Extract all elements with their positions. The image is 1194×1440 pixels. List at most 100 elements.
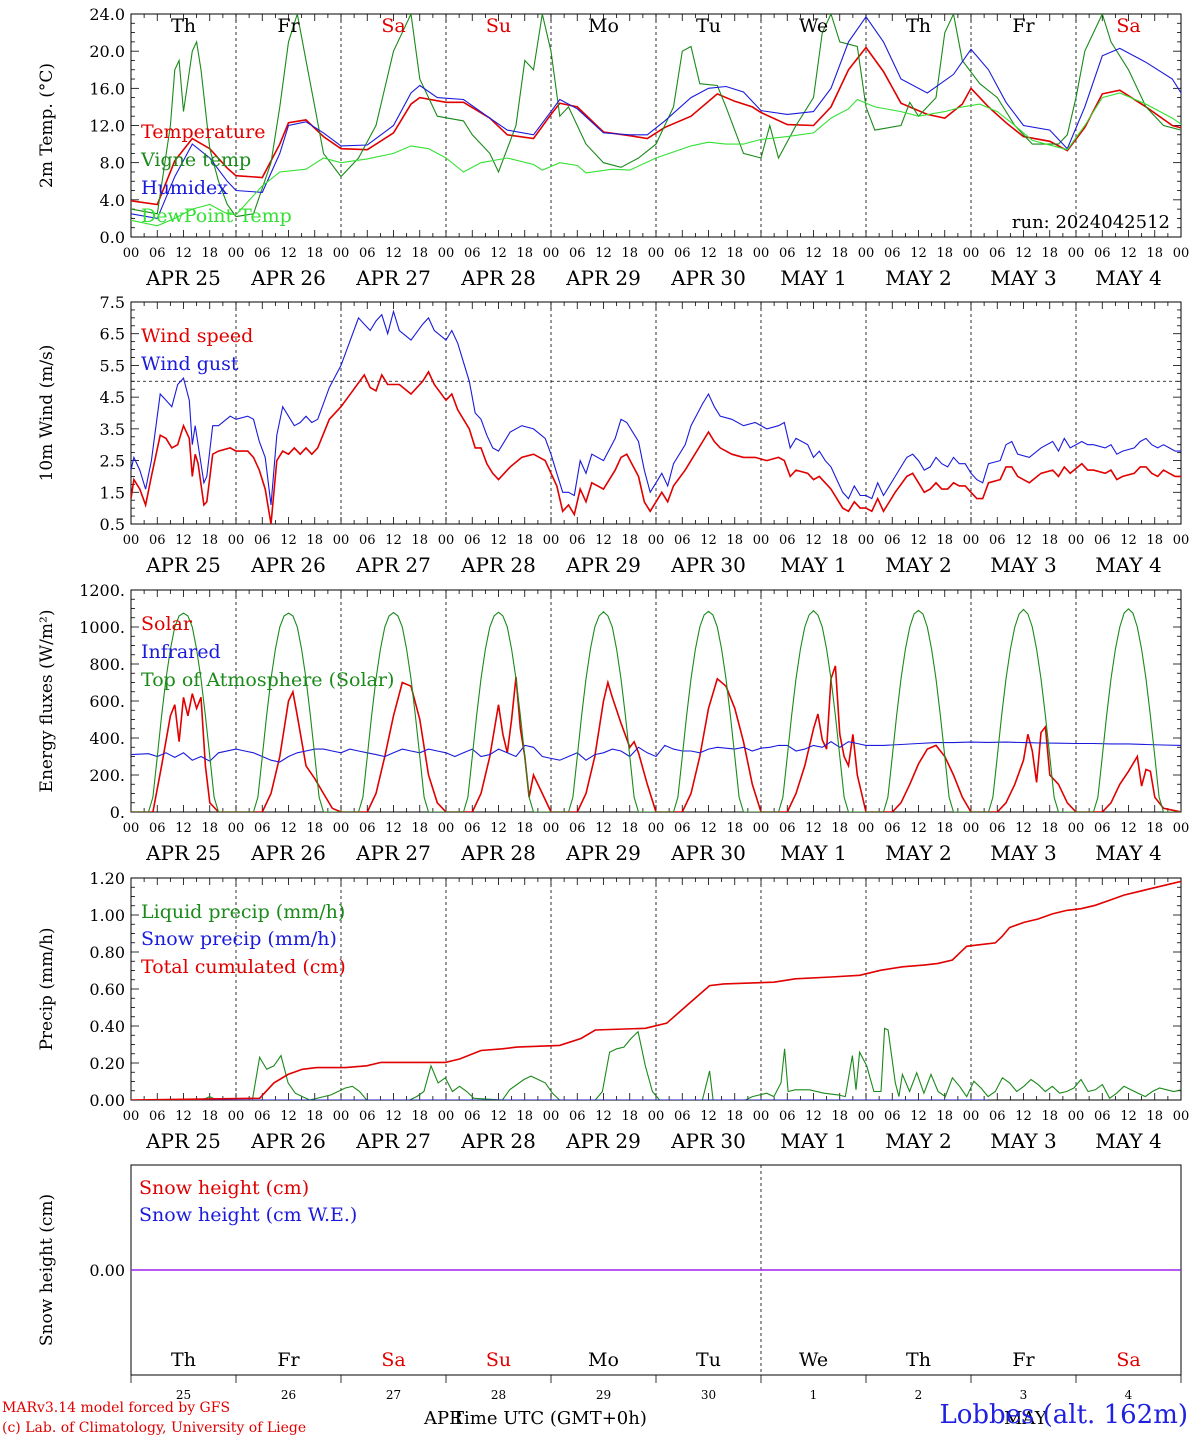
hour-tick-label: 00 — [1068, 821, 1085, 836]
y-tick-label: 1200. — [79, 581, 125, 600]
hour-tick-label: 18 — [726, 533, 743, 548]
date-label: MAY 3 — [990, 553, 1056, 577]
date-label: MAY 2 — [885, 841, 951, 865]
hour-tick-label: 12 — [490, 246, 507, 261]
legend-entry: Snow height (cm W.E.) — [139, 1204, 357, 1226]
series-line-red — [131, 46, 1181, 206]
hour-tick-label: 06 — [149, 246, 166, 261]
hour-tick-label: 12 — [280, 246, 297, 261]
hour-tick-label: 00 — [648, 1109, 665, 1124]
hour-tick-label: 06 — [359, 821, 376, 836]
series-line-blue — [131, 15, 1181, 220]
hour-tick-label: 18 — [936, 246, 953, 261]
hour-tick-label: 12 — [280, 1109, 297, 1124]
date-label: APR 30 — [670, 553, 746, 577]
date-label: APR 27 — [355, 266, 431, 290]
hour-tick-label: 12 — [700, 1109, 717, 1124]
series-line-red — [131, 880, 1181, 1100]
hour-tick-label: 12 — [595, 533, 612, 548]
date-label: APR 29 — [565, 1129, 641, 1153]
hour-tick-label: 12 — [385, 821, 402, 836]
hour-tick-label: 06 — [464, 1109, 481, 1124]
hour-tick-label: 00 — [1173, 821, 1190, 836]
legend-entry: Total cumulated (cm) — [141, 956, 346, 978]
station-label: Lobbes (alt. 162m) — [939, 1400, 1188, 1430]
hour-tick-label: 18 — [306, 533, 323, 548]
hour-tick-label: 06 — [1094, 533, 1111, 548]
hour-tick-label: 00 — [1068, 1109, 1085, 1124]
hour-tick-label: 18 — [1041, 246, 1058, 261]
y-tick-label: 0. — [110, 803, 125, 822]
hour-tick-label: 18 — [516, 821, 533, 836]
legend-entry: Vigne temp — [140, 149, 251, 171]
y-tick-label: 1.00 — [89, 906, 125, 925]
hour-tick-label: 06 — [989, 1109, 1006, 1124]
hour-tick-label: 00 — [753, 1109, 770, 1124]
panel-2 — [130, 301, 1182, 525]
y-axis-title: 2m Temp. (°C) — [37, 63, 57, 188]
hour-tick-label: 00 — [123, 246, 140, 261]
hour-tick-label: 06 — [569, 821, 586, 836]
hour-tick-label: 18 — [936, 533, 953, 548]
day-name-label: Mo — [588, 1349, 619, 1371]
panel-4 — [130, 877, 1182, 1101]
date-label: MAY 3 — [990, 1129, 1056, 1153]
hour-tick-label: 18 — [1041, 533, 1058, 548]
hour-tick-label: 06 — [1094, 821, 1111, 836]
legend-entry: Humidex — [141, 177, 228, 199]
legend-entry: Liquid precip (mm/h) — [141, 901, 345, 923]
hour-tick-label: 12 — [595, 1109, 612, 1124]
day-number-label: 2 — [915, 1388, 923, 1402]
y-tick-label: 8.0 — [100, 154, 125, 173]
hour-tick-label: 12 — [280, 821, 297, 836]
hour-tick-label: 12 — [280, 533, 297, 548]
y-tick-label: 5.5 — [100, 356, 125, 375]
day-name-label: Th — [906, 1349, 931, 1371]
date-label: APR 29 — [565, 266, 641, 290]
day-name-label: Sa — [381, 1349, 405, 1371]
hour-tick-label: 00 — [228, 533, 245, 548]
hour-tick-label: 00 — [543, 246, 560, 261]
y-tick-label: 400. — [89, 729, 125, 748]
hour-tick-label: 06 — [149, 533, 166, 548]
date-label: MAY 3 — [990, 841, 1056, 865]
hour-tick-label: 00 — [1173, 246, 1190, 261]
y-tick-label: 2.5 — [100, 452, 125, 471]
hour-tick-label: 18 — [306, 1109, 323, 1124]
date-label: APR 30 — [670, 266, 746, 290]
hour-tick-label: 00 — [858, 1109, 875, 1124]
hour-tick-label: 06 — [254, 821, 271, 836]
hour-tick-label: 18 — [1146, 821, 1163, 836]
hour-tick-label: 12 — [1015, 1109, 1032, 1124]
y-tick-label: 0.40 — [89, 1017, 125, 1036]
y-tick-label: 4.0 — [100, 191, 125, 210]
hour-tick-label: 12 — [385, 246, 402, 261]
hour-tick-label: 00 — [753, 821, 770, 836]
hour-tick-label: 12 — [595, 246, 612, 261]
hour-tick-label: 18 — [621, 533, 638, 548]
date-label: APR 28 — [460, 1129, 536, 1153]
series-line-blue — [131, 741, 1181, 763]
hour-tick-label: 06 — [989, 533, 1006, 548]
date-label: APR 28 — [460, 841, 536, 865]
date-label: APR 29 — [565, 553, 641, 577]
y-tick-label: 0.60 — [89, 980, 125, 999]
hour-tick-label: 00 — [543, 533, 560, 548]
hour-tick-label: 00 — [123, 821, 140, 836]
hour-tick-label: 06 — [149, 1109, 166, 1124]
hour-tick-label: 12 — [910, 821, 927, 836]
date-label: APR 27 — [355, 553, 431, 577]
day-number-label: 27 — [386, 1388, 401, 1402]
hour-tick-label: 18 — [1041, 1109, 1058, 1124]
hour-tick-label: 12 — [175, 533, 192, 548]
y-tick-label: 0.00 — [89, 1091, 125, 1110]
hour-tick-label: 18 — [1041, 821, 1058, 836]
date-label: APR 30 — [670, 841, 746, 865]
date-label: MAY 2 — [885, 266, 951, 290]
hour-tick-label: 12 — [805, 821, 822, 836]
series-line-red — [131, 370, 1181, 524]
hour-tick-label: 12 — [805, 1109, 822, 1124]
hour-tick-label: 18 — [831, 821, 848, 836]
hour-tick-label: 00 — [123, 533, 140, 548]
